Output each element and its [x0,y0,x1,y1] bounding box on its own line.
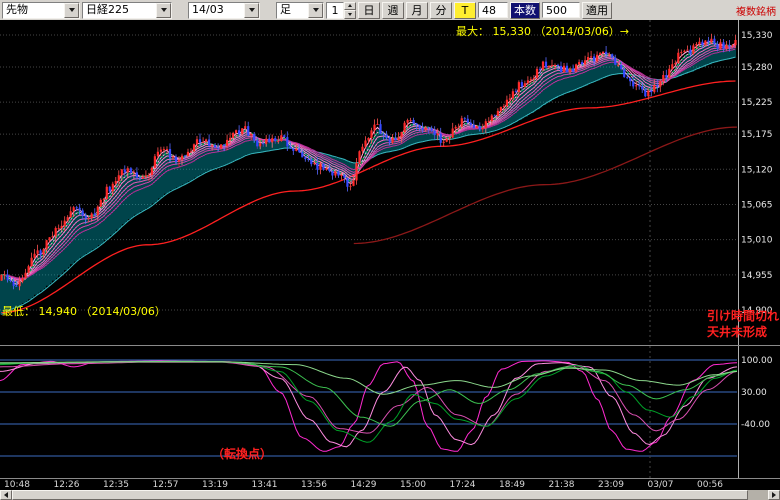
spin-down-icon[interactable] [344,10,356,19]
bar-count-button[interactable]: 本数 [510,1,540,19]
symbol-value: 日経225 [86,3,129,16]
contract-month-select[interactable]: 14/03 [188,1,260,19]
arrow-right-icon [772,492,776,498]
time-label: 21:38 [548,480,575,490]
svg-text:15,175: 15,175 [741,130,773,140]
svg-text:100.00: 100.00 [741,356,773,366]
svg-text:14,955: 14,955 [741,271,773,281]
tick-interval-input[interactable]: 48 [478,2,508,18]
time-label: 00:56 [697,480,723,490]
scrollbar-thumb[interactable] [12,490,748,500]
period-month-button[interactable]: 月 [406,1,428,19]
time-label: 10:48 [4,480,30,490]
candlestick-chart[interactable]: 15,330 15,280 15,225 15,175 15,120 15,065 15,0… [0,20,780,345]
chevron-down-icon[interactable] [156,2,171,18]
time-label: 12:35 [103,480,129,490]
instrument-value: 先物 [6,3,28,16]
apply-button[interactable]: 適用 [582,1,612,19]
main-chart-panel[interactable]: 15,330 15,280 15,225 15,175 15,120 15,065 15,0… [0,20,780,345]
svg-text:15,280: 15,280 [741,63,773,73]
time-label: 12:26 [53,480,80,490]
svg-text:-40.00: -40.00 [741,420,770,430]
bar-type-select[interactable]: 足 [276,1,324,19]
time-label: 12:57 [152,480,179,490]
symbol-select[interactable]: 日経225 [82,1,172,19]
chevron-down-icon[interactable] [244,2,259,18]
time-label: 13:41 [251,480,278,490]
time-label: 18:49 [499,480,525,490]
time-label: 17:24 [449,480,476,490]
instrument-select[interactable]: 先物 [2,1,80,19]
svg-text:15,010: 15,010 [741,236,773,246]
period-week-button[interactable]: 週 [382,1,404,19]
svg-text:15,120: 15,120 [741,165,773,175]
spin-up-icon[interactable] [344,1,356,10]
time-label: 23:09 [598,480,624,490]
time-label: 03/07 [647,480,674,490]
time-label: 15:00 [400,480,426,490]
note-line-2: 天井未形成 [706,325,767,339]
chevron-down-icon[interactable] [64,2,79,18]
bar-count-input[interactable]: 500 [542,2,580,18]
time-label: 13:56 [301,480,327,490]
interval-value: 1 [326,1,344,19]
note-line-1: 引け時間切れ [706,309,779,323]
min-price-annotation: 最低： 14,940 （2014/03/06） [2,305,166,318]
period-minute-button[interactable]: 分 [430,1,452,19]
horizontal-scrollbar[interactable] [0,490,780,500]
bar-type-value: 足 [280,3,291,16]
tick-mode-button[interactable]: T [454,1,476,19]
svg-text:15,065: 15,065 [741,200,773,210]
session-note-annotation: 引け時間切れ 天井未形成 [707,308,779,340]
interval-spinner[interactable]: 1 [326,1,356,19]
scroll-left-button[interactable] [0,490,12,500]
svg-text:30.00: 30.00 [741,388,767,398]
time-label: 13:19 [202,480,228,490]
toolbar: 先物 日経225 14/03 足 1 日 週 月 分 T 48 本 [0,0,780,20]
period-day-button[interactable]: 日 [358,1,380,19]
max-price-annotation: 最大： 15,330 （2014/03/06）→ [456,25,630,38]
contract-month-value: 14/03 [192,3,224,16]
turning-point-annotation: （転換点） [212,447,273,461]
oscillator-chart[interactable]: 100.00 30.00 -40.00 [0,345,780,478]
chevron-down-icon[interactable] [308,2,323,18]
svg-text:15,330: 15,330 [741,31,773,41]
svg-text:14,900: 14,900 [741,306,773,316]
multi-symbol-link[interactable]: 複数銘柄 [736,6,776,18]
time-axis: 10:48 12:26 12:35 12:57 13:19 13:41 13:56 14:29… [0,478,780,490]
scroll-right-button[interactable] [768,490,780,500]
time-label: 14:29 [350,480,377,490]
arrow-left-icon [4,492,8,498]
oscillator-panel[interactable]: 100.00 30.00 -40.00 （転換点） [0,345,780,478]
svg-text:15,225: 15,225 [741,98,773,108]
